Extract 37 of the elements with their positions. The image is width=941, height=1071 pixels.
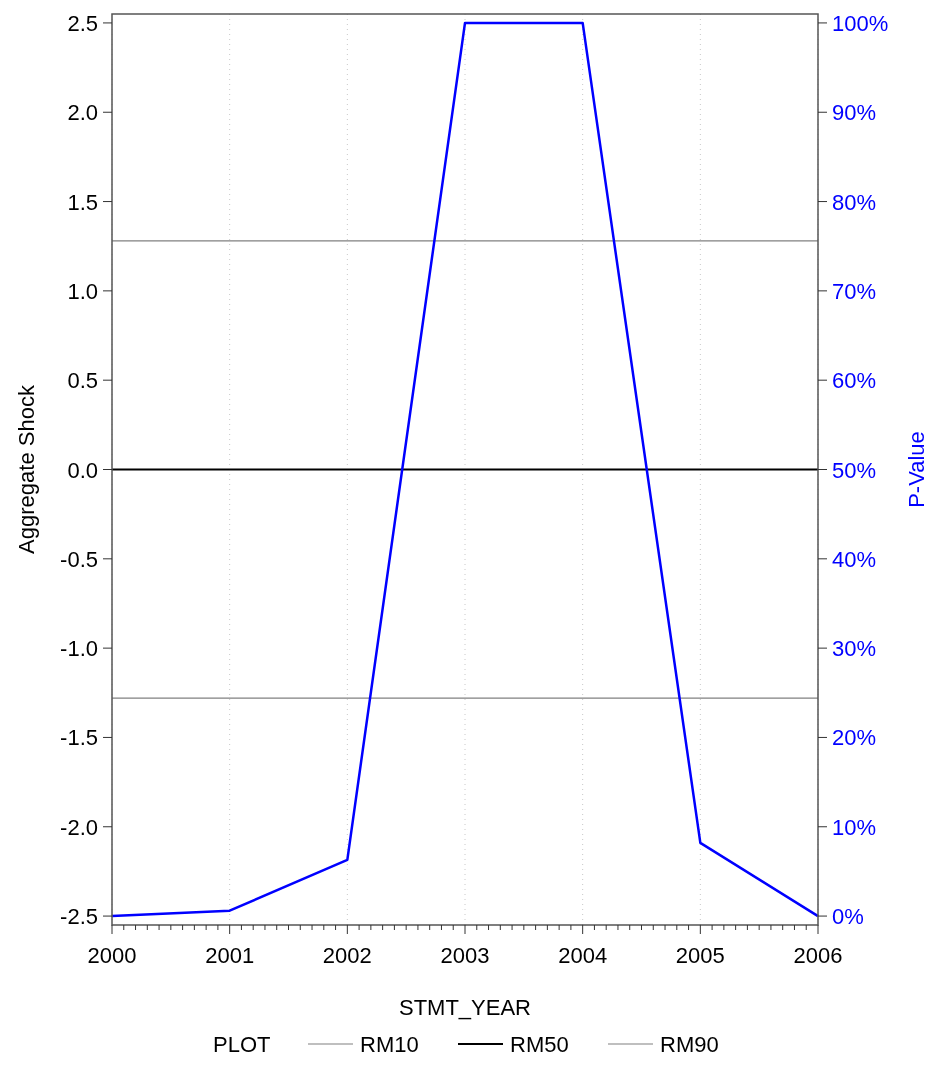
legend-label: RM10 [360, 1032, 419, 1057]
y2-tick-label: 70% [832, 278, 877, 304]
y-tick-label: 0.5 [67, 368, 98, 394]
y-tick-label: -2.5 [60, 904, 98, 930]
y-tick-label: -0.5 [60, 546, 98, 572]
x-tick-label: 2000 [87, 943, 137, 968]
line-series [110, 21, 820, 918]
x-tick-label: 2002 [322, 943, 372, 968]
y-tick-label: 1.0 [67, 278, 98, 304]
y-tick-label: 2.0 [67, 100, 98, 126]
y2-tick-label: 90% [832, 100, 877, 126]
y2-tick-label: 20% [832, 725, 877, 751]
y2-tick-label: 0% [832, 904, 864, 930]
y-tick-label: 2.5 [67, 10, 98, 36]
legend-label: RM90 [660, 1032, 719, 1057]
y2-axis-title: P-Value [904, 431, 929, 508]
y-axis-title: Aggregate Shock [14, 384, 39, 554]
y2-tick-label: 50% [832, 457, 877, 483]
y-tick-label: -1.0 [60, 636, 98, 662]
x-tick-label: 2004 [558, 943, 608, 968]
x-tick-label: 2006 [793, 943, 843, 968]
x-axis-title: STMT_YEAR [398, 995, 532, 1020]
x-tick-label: 2001 [205, 943, 255, 968]
y2-tick-label: 30% [832, 636, 877, 662]
y2-tick-label: 40% [832, 546, 877, 572]
y-tick-label: -1.5 [60, 725, 98, 751]
y-tick-label: -2.0 [60, 814, 98, 840]
y-tick-label: 0.0 [67, 457, 98, 483]
legend-title: PLOT [213, 1032, 271, 1057]
legend-label: RM50 [510, 1032, 569, 1057]
x-tick-label: 2005 [675, 943, 725, 968]
x-tick-label: 2003 [440, 943, 490, 968]
y2-tick-label: 60% [832, 368, 877, 394]
y2-tick-label: 10% [832, 814, 877, 840]
y-tick-label: 1.5 [67, 189, 98, 215]
y2-tick-label: 80% [832, 189, 877, 215]
y2-tick-label: 100% [832, 10, 889, 36]
